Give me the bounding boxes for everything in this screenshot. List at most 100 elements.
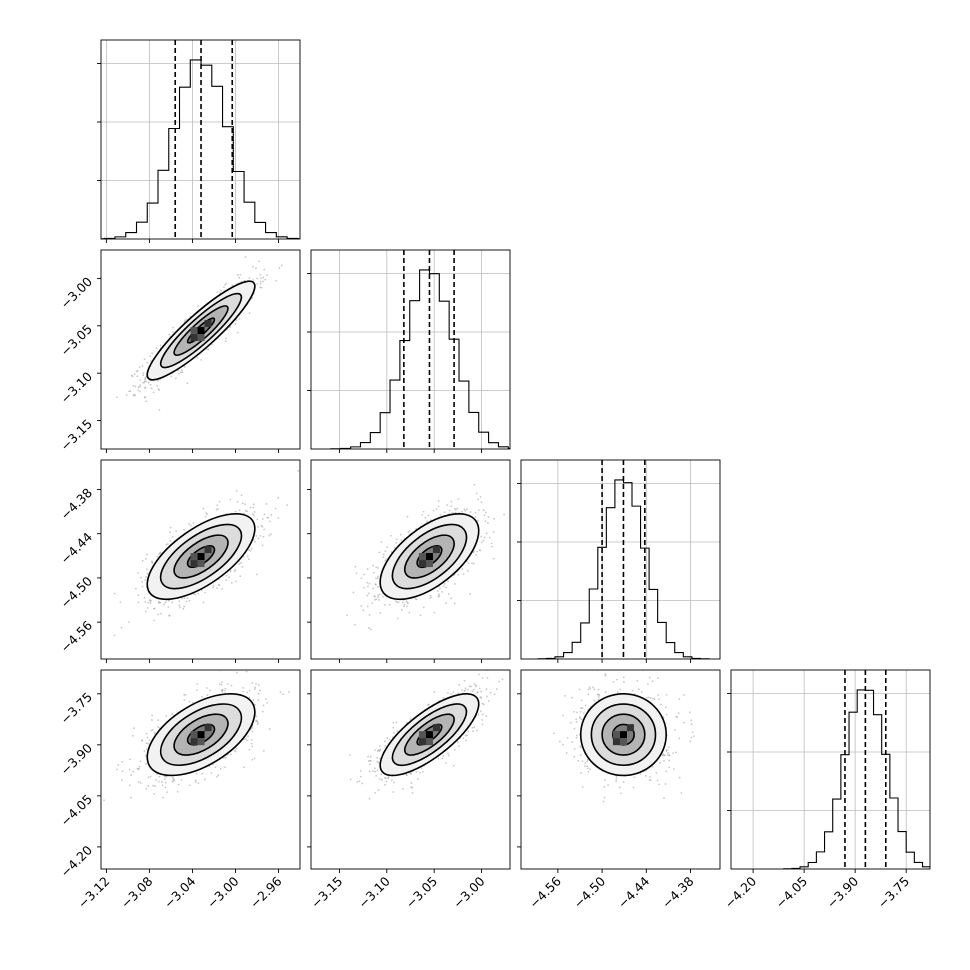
sample-point bbox=[248, 312, 251, 315]
sample-point bbox=[424, 516, 427, 519]
sample-point bbox=[636, 680, 639, 682]
sample-point bbox=[378, 551, 381, 554]
sample-point bbox=[501, 678, 504, 681]
sample-point bbox=[224, 283, 227, 286]
sample-point bbox=[441, 757, 444, 760]
sample-point bbox=[206, 348, 208, 351]
sample-point bbox=[257, 699, 260, 702]
sample-point bbox=[400, 539, 403, 541]
sample-point bbox=[251, 726, 254, 729]
sample-point bbox=[648, 676, 651, 679]
sample-point bbox=[379, 612, 382, 614]
sample-point bbox=[181, 371, 184, 374]
sample-point bbox=[103, 799, 105, 802]
sample-point bbox=[406, 515, 409, 518]
sample-point bbox=[220, 289, 222, 292]
sample-point bbox=[121, 760, 124, 763]
sample-point bbox=[422, 510, 425, 513]
sample-point bbox=[384, 559, 387, 562]
sample-point bbox=[680, 792, 683, 794]
sample-point bbox=[651, 680, 654, 683]
sample-point bbox=[346, 614, 349, 617]
sample-point bbox=[437, 500, 440, 502]
sample-point bbox=[251, 758, 254, 761]
sample-point bbox=[207, 348, 210, 351]
sample-point bbox=[579, 745, 581, 747]
sample-point bbox=[619, 688, 622, 691]
sample-point bbox=[172, 776, 174, 779]
sample-point bbox=[368, 614, 371, 616]
sample-point bbox=[677, 712, 680, 715]
sample-point bbox=[653, 698, 656, 701]
sample-point bbox=[613, 657, 615, 659]
sample-point bbox=[485, 695, 488, 698]
sample-point bbox=[253, 514, 255, 517]
sample-point bbox=[688, 711, 691, 714]
sample-point bbox=[454, 583, 456, 585]
sample-point bbox=[226, 683, 229, 686]
x-tick-label: −3.12 bbox=[75, 874, 113, 912]
sample-point bbox=[140, 576, 143, 579]
x-tick-label: −4.20 bbox=[722, 873, 760, 911]
sample-point bbox=[184, 693, 187, 696]
sample-point bbox=[587, 770, 590, 773]
sample-point bbox=[438, 594, 441, 597]
sample-point bbox=[169, 531, 172, 534]
sample-point bbox=[254, 703, 257, 706]
sample-point bbox=[493, 693, 496, 696]
sample-point bbox=[160, 612, 162, 615]
sample-point bbox=[197, 782, 200, 785]
sample-point bbox=[664, 783, 667, 785]
sample-point bbox=[573, 755, 576, 758]
sample-point bbox=[257, 692, 260, 695]
sample-point bbox=[429, 597, 431, 600]
axes-frame bbox=[520, 669, 721, 870]
sample-point bbox=[287, 691, 290, 693]
sample-point bbox=[368, 582, 371, 585]
sample-point bbox=[225, 579, 228, 582]
sample-point bbox=[186, 382, 189, 385]
density-core bbox=[204, 320, 212, 328]
sample-point bbox=[571, 696, 574, 699]
sample-point bbox=[476, 691, 479, 694]
sample-point bbox=[282, 693, 284, 696]
sample-point bbox=[256, 282, 259, 285]
sample-point bbox=[587, 693, 590, 696]
sample-point bbox=[473, 483, 476, 486]
sample-point bbox=[153, 607, 156, 610]
sample-point bbox=[396, 730, 399, 732]
sample-point bbox=[651, 765, 654, 768]
sample-point bbox=[268, 520, 271, 523]
sample-point bbox=[257, 537, 260, 540]
sample-point bbox=[236, 671, 239, 674]
histogram-panel bbox=[307, 249, 511, 453]
sample-point bbox=[136, 767, 139, 770]
sample-point bbox=[493, 517, 495, 520]
sample-point bbox=[235, 489, 238, 492]
sample-point bbox=[396, 601, 398, 604]
sample-point bbox=[156, 725, 159, 728]
sample-point bbox=[491, 545, 493, 548]
sample-point bbox=[454, 509, 457, 511]
sample-point bbox=[469, 511, 472, 513]
sample-point bbox=[192, 522, 195, 524]
sample-point bbox=[256, 720, 259, 723]
sample-point bbox=[158, 553, 160, 556]
sample-point bbox=[128, 768, 131, 771]
sample-point bbox=[178, 600, 181, 603]
sample-point bbox=[395, 542, 398, 544]
sample-point bbox=[196, 305, 199, 307]
sample-point bbox=[410, 782, 413, 784]
sample-point bbox=[215, 508, 218, 511]
sample-point bbox=[582, 712, 585, 715]
sample-point bbox=[478, 687, 481, 690]
sample-point bbox=[417, 778, 419, 780]
sample-point bbox=[252, 699, 255, 701]
sample-point bbox=[204, 515, 207, 518]
histogram-line bbox=[537, 479, 710, 659]
sample-point bbox=[374, 595, 376, 598]
sample-point bbox=[137, 601, 140, 604]
sample-point bbox=[157, 379, 159, 382]
sample-point bbox=[182, 607, 185, 610]
sample-point bbox=[383, 603, 386, 606]
